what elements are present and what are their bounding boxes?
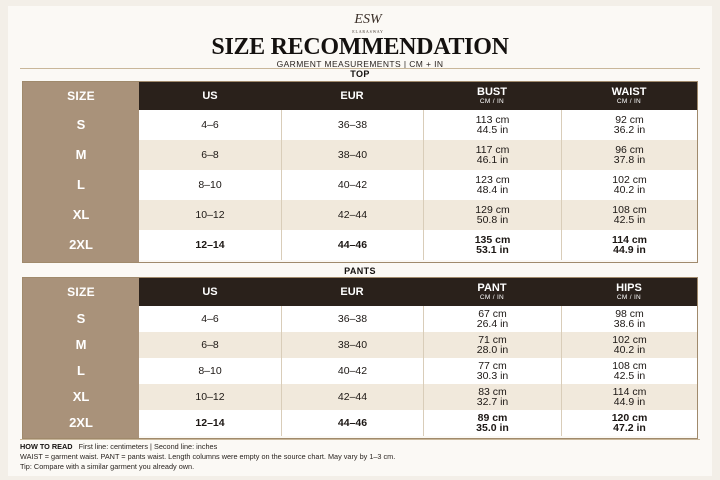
cell-us: 10–12 <box>195 209 225 221</box>
footer-notes: HOW TO READ First line: centimeters | Se… <box>20 442 710 472</box>
table-row: 4–6 36–38 67 cm 26.4 in 98 cm 38.6 in <box>139 306 697 332</box>
cell-measure-2: 96 cm 37.8 in <box>561 140 697 170</box>
table-row: 6–8 38–40 71 cm 28.0 in 102 cm 40.2 in <box>139 332 697 358</box>
cell-eur: 36–38 <box>281 110 423 140</box>
cell-eur: 38–40 <box>281 140 423 170</box>
table-row: 12–14 44–46 135 cm 53.1 in 114 cm 44.9 in <box>139 230 697 260</box>
cell-eur: 36–38 <box>281 306 423 332</box>
cell-measure-1: 117 cm 46.1 in <box>423 140 561 170</box>
brand-logo: ESW ELARASWAY <box>346 10 390 40</box>
section-label-pants: PANTS <box>344 266 376 276</box>
table-row: 8–10 40–42 123 cm 48.4 in 102 cm 40.2 in <box>139 170 697 200</box>
cell-eur: 44–46 <box>281 410 423 436</box>
page-header: ESW ELARASWAY SIZE RECOMMENDATION GARMEN… <box>8 6 712 72</box>
size-label: L <box>77 177 85 192</box>
size-label: L <box>77 363 85 378</box>
cell-us: 4–6 <box>201 313 219 325</box>
size-label: S <box>76 311 86 326</box>
how-to-read-note: First line: centimeters | Second line: i… <box>78 442 218 451</box>
cell-measure-2: 114 cm 44.9 in <box>561 384 697 410</box>
cell-measure-2: 108 cm 42.5 in <box>561 358 697 384</box>
cell-measure-2: 98 cm 38.6 in <box>561 306 697 332</box>
cell-measure-1: 135 cm 53.1 in <box>423 230 561 260</box>
cell-measure-1: 83 cm 32.7 in <box>423 384 561 410</box>
header-us: US <box>202 286 218 298</box>
header-pant: PANT CM / IN <box>477 282 507 301</box>
size-label: M <box>75 147 87 162</box>
size-column <box>23 82 139 262</box>
table-row: 6–8 38–40 117 cm 46.1 in 96 cm 37.8 in <box>139 140 697 170</box>
top-size-table: SIZE US EUR BUST CM / IN WAIST CM / IN S 4–… <box>22 81 698 263</box>
cell-measure-1: 77 cm 30.3 in <box>423 358 561 384</box>
size-label: M <box>75 337 87 352</box>
cell-measure-1: 67 cm 26.4 in <box>423 306 561 332</box>
size-label: 2XL <box>69 237 93 252</box>
table-header-row: US EUR PANT CM / IN HIPS CM / IN <box>139 278 697 306</box>
footer-line-3: Tip: Compare with a similar garment you … <box>20 462 195 471</box>
size-header: SIZE <box>67 285 95 299</box>
cell-us: 12–14 <box>195 417 225 429</box>
footer-line-1: HOW TO READ First line: centimeters | Se… <box>20 442 710 452</box>
header-hips: HIPS CM / IN <box>616 282 642 301</box>
cell-measure-2: 102 cm 40.2 in <box>561 170 697 200</box>
cell-measure-2: 108 cm 42.5 in <box>561 200 697 230</box>
table-row: 10–12 42–44 129 cm 50.8 in 108 cm 42.5 in <box>139 200 697 230</box>
cell-eur: 42–44 <box>281 384 423 410</box>
cell-us: 8–10 <box>198 179 222 191</box>
cell-us: 6–8 <box>201 149 219 161</box>
cell-measure-1: 71 cm 28.0 in <box>423 332 561 358</box>
cell-measure-1: 113 cm 44.5 in <box>423 110 561 140</box>
cell-eur: 40–42 <box>281 170 423 200</box>
size-header: SIZE <box>67 89 95 103</box>
cell-measure-2: 92 cm 36.2 in <box>561 110 697 140</box>
logo-monogram: ESW <box>354 12 382 27</box>
header-bust: BUST CM / IN <box>477 86 507 105</box>
cell-us: 10–12 <box>195 391 225 403</box>
pants-size-table: SIZE US EUR PANT CM / IN HIPS CM / IN S 4–6… <box>22 277 698 439</box>
table-row: 10–12 42–44 83 cm 32.7 in 114 cm 44.9 in <box>139 384 697 410</box>
size-label: S <box>76 117 86 132</box>
header-waist: WAIST CM / IN <box>611 86 647 105</box>
cell-us: 4–6 <box>201 119 219 131</box>
header-divider <box>20 68 700 69</box>
section-label-top: TOP <box>350 69 370 79</box>
cell-measure-2: 120 cm 47.2 in <box>561 410 697 436</box>
how-to-read-label: HOW TO READ <box>20 442 73 451</box>
cell-measure-2: 102 cm 40.2 in <box>561 332 697 358</box>
cell-eur: 38–40 <box>281 332 423 358</box>
table-row: 8–10 40–42 77 cm 30.3 in 108 cm 42.5 in <box>139 358 697 384</box>
footer-line-2: WAIST = garment waist. PANT = pants wais… <box>20 452 396 461</box>
cell-measure-1: 89 cm 35.0 in <box>423 410 561 436</box>
size-label: XL <box>72 207 90 222</box>
page-title: SIZE RECOMMENDATION <box>211 34 509 60</box>
size-chart-page: ESW ELARASWAY SIZE RECOMMENDATION GARMEN… <box>8 6 712 476</box>
size-column <box>23 278 139 438</box>
size-label: XL <box>72 389 90 404</box>
page-subtitle: GARMENT MEASUREMENTS | CM + IN <box>276 59 444 69</box>
cell-us: 12–14 <box>195 239 225 251</box>
header-eur: EUR <box>340 90 364 102</box>
cell-us: 8–10 <box>198 365 222 377</box>
table-header-row: US EUR BUST CM / IN WAIST CM / IN <box>139 82 697 110</box>
cell-measure-1: 123 cm 48.4 in <box>423 170 561 200</box>
logo-wordmark: ELARASWAY <box>352 29 384 34</box>
cell-eur: 40–42 <box>281 358 423 384</box>
table-row: 12–14 44–46 89 cm 35.0 in 120 cm 47.2 in <box>139 410 697 436</box>
footer-divider <box>20 439 700 440</box>
header-us: US <box>202 90 218 102</box>
cell-us: 6–8 <box>201 339 219 351</box>
cell-eur: 44–46 <box>281 230 423 260</box>
cell-eur: 42–44 <box>281 200 423 230</box>
table-row: 4–6 36–38 113 cm 44.5 in 92 cm 36.2 in <box>139 110 697 140</box>
cell-measure-2: 114 cm 44.9 in <box>561 230 697 260</box>
cell-measure-1: 129 cm 50.8 in <box>423 200 561 230</box>
header-eur: EUR <box>340 286 364 298</box>
size-label: 2XL <box>69 415 93 430</box>
